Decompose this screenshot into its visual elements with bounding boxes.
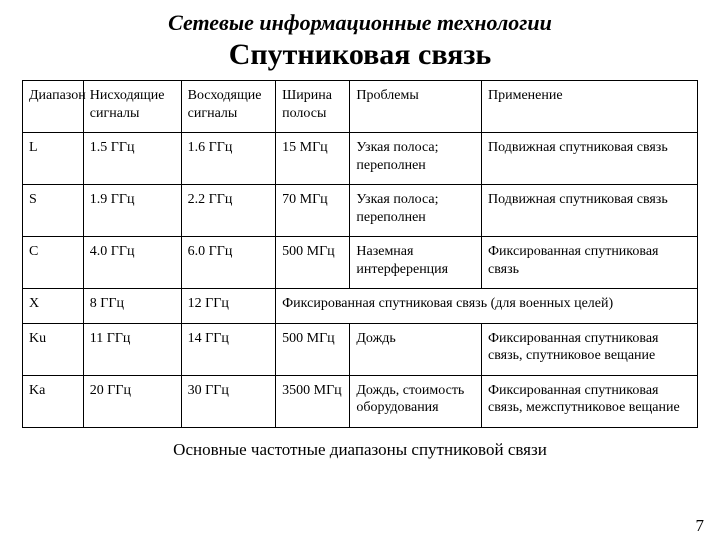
cell-bandwidth: 70 МГц <box>276 185 350 237</box>
cell-bandwidth: 500 МГц <box>276 323 350 375</box>
cell-band: L <box>23 133 84 185</box>
col-header-bandwidth: Ширина полосы <box>276 81 350 133</box>
cell-band: X <box>23 289 84 324</box>
table-row: S1.9 ГГц2.2 ГГц70 МГцУзкая полоса; переп… <box>23 185 698 237</box>
table-row: Ka20 ГГц30 ГГц3500 МГцДождь, стоимость о… <box>23 375 698 427</box>
cell-uplink: 6.0 ГГц <box>181 237 276 289</box>
cell-uplink: 12 ГГц <box>181 289 276 324</box>
table-caption: Основные частотные диапазоны спутниковой… <box>22 440 698 460</box>
cell-downlink: 1.5 ГГц <box>83 133 181 185</box>
cell-downlink: 8 ГГц <box>83 289 181 324</box>
col-header-downlink: Нисходящие сигналы <box>83 81 181 133</box>
table-row: X8 ГГц12 ГГцФиксированная спутниковая св… <box>23 289 698 324</box>
cell-band: C <box>23 237 84 289</box>
cell-problems: Дождь <box>350 323 482 375</box>
cell-application: Фиксированная спутниковая связь, межспут… <box>482 375 698 427</box>
col-header-band: Диапазон <box>23 81 84 133</box>
col-header-uplink: Восходящие сигналы <box>181 81 276 133</box>
cell-band: Ka <box>23 375 84 427</box>
cell-application: Подвижная спутниковая связь <box>482 133 698 185</box>
supertitle: Сетевые информационные технологии <box>22 10 698 36</box>
cell-uplink: 2.2 ГГц <box>181 185 276 237</box>
cell-bandwidth: 3500 МГц <box>276 375 350 427</box>
cell-band: S <box>23 185 84 237</box>
cell-uplink: 30 ГГц <box>181 375 276 427</box>
cell-problems: Узкая полоса; переполнен <box>350 133 482 185</box>
cell-problems: Наземная интерференция <box>350 237 482 289</box>
cell-problems: Дождь, стоимость оборудования <box>350 375 482 427</box>
cell-application: Фиксированная спутниковая связь, спутник… <box>482 323 698 375</box>
table-row: C4.0 ГГц6.0 ГГц500 МГцНаземная интерфере… <box>23 237 698 289</box>
cell-downlink: 1.9 ГГц <box>83 185 181 237</box>
cell-application: Фиксированная спутниковая связь (для вое… <box>276 289 698 324</box>
cell-problems: Узкая полоса; переполнен <box>350 185 482 237</box>
cell-bandwidth: 15 МГц <box>276 133 350 185</box>
slide-page: Сетевые информационные технологии Спутни… <box>0 0 720 540</box>
page-title: Спутниковая связь <box>22 38 698 72</box>
cell-uplink: 14 ГГц <box>181 323 276 375</box>
table-row: Ku11 ГГц14 ГГц500 МГцДождьФиксированная … <box>23 323 698 375</box>
cell-uplink: 1.6 ГГц <box>181 133 276 185</box>
cell-application: Подвижная спутниковая связь <box>482 185 698 237</box>
table-header-row: Диапазон Нисходящие сигналы Восходящие с… <box>23 81 698 133</box>
col-header-problems: Проблемы <box>350 81 482 133</box>
cell-bandwidth: 500 МГц <box>276 237 350 289</box>
frequency-bands-table: Диапазон Нисходящие сигналы Восходящие с… <box>22 80 698 428</box>
page-number: 7 <box>696 516 705 536</box>
table-row: L1.5 ГГц1.6 ГГц15 МГцУзкая полоса; переп… <box>23 133 698 185</box>
cell-band: Ku <box>23 323 84 375</box>
cell-application: Фиксированная спутниковая связь <box>482 237 698 289</box>
cell-downlink: 20 ГГц <box>83 375 181 427</box>
table-body: L1.5 ГГц1.6 ГГц15 МГцУзкая полоса; переп… <box>23 133 698 428</box>
col-header-application: Применение <box>482 81 698 133</box>
cell-downlink: 4.0 ГГц <box>83 237 181 289</box>
cell-downlink: 11 ГГц <box>83 323 181 375</box>
